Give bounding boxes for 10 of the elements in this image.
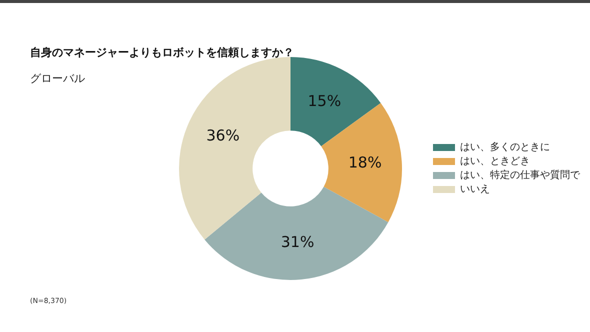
legend-label: はい、ときどき: [460, 156, 530, 168]
data-label: 36%: [206, 126, 240, 145]
data-label: 18%: [348, 154, 382, 172]
data-label: 15%: [308, 92, 342, 110]
legend-label: はい、多くのときに: [460, 141, 550, 154]
chart-title: 自身のマネージャーよりもロボットを信頼しますか？: [30, 45, 294, 60]
legend-label: いいえ: [460, 184, 490, 196]
legend-label: はい、特定の仕事や質問で: [460, 169, 581, 182]
text: グローバル: [30, 71, 85, 86]
data-label: 31%: [280, 232, 314, 251]
